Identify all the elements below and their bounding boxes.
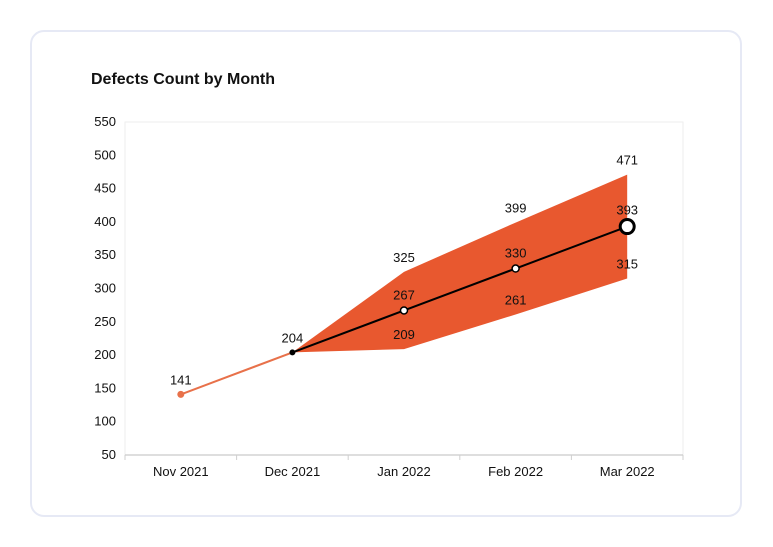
- forecast-band: [292, 174, 628, 353]
- data-label-lower: 209: [393, 327, 415, 342]
- y-tick-label: 450: [94, 181, 116, 196]
- y-tick-label: 50: [102, 447, 116, 462]
- data-label-forecast: 330: [505, 246, 527, 261]
- data-label-lower: 261: [505, 292, 527, 307]
- y-tick-label: 250: [94, 314, 116, 329]
- y-tick-label: 550: [94, 114, 116, 129]
- data-label-forecast: 393: [616, 203, 638, 218]
- y-tick-label: 300: [94, 281, 116, 296]
- actual-line: [180, 351, 293, 396]
- data-label-upper: 399: [505, 201, 527, 216]
- data-label-upper: 325: [393, 250, 415, 265]
- forecast-point: [511, 264, 520, 273]
- y-tick-label: 100: [94, 414, 116, 429]
- y-tick-label: 400: [94, 214, 116, 229]
- data-label-actual: 141: [170, 372, 192, 387]
- data-label-forecast: 204: [282, 330, 304, 345]
- x-tick-label: Dec 2021: [265, 464, 321, 479]
- y-tick-label: 350: [94, 247, 116, 262]
- forecast-end-point: [618, 218, 636, 236]
- data-label-lower: 315: [616, 257, 638, 272]
- forecast-line: [292, 225, 628, 354]
- x-tick-label: Mar 2022: [600, 464, 655, 479]
- x-tick-label: Nov 2021: [153, 464, 209, 479]
- forecast-start-point: [289, 349, 296, 356]
- data-label-forecast: 267: [393, 287, 415, 302]
- x-tick-label: Feb 2022: [488, 464, 543, 479]
- forecast-point: [399, 306, 409, 315]
- x-tick-label: Jan 2022: [377, 464, 431, 479]
- data-label-upper: 471: [616, 153, 638, 168]
- chart-title: Defects Count by Month: [91, 71, 275, 88]
- y-tick-label: 200: [94, 347, 116, 362]
- actual-point: [177, 390, 185, 398]
- y-tick-label: 150: [94, 380, 116, 395]
- y-tick-label: 500: [94, 147, 116, 162]
